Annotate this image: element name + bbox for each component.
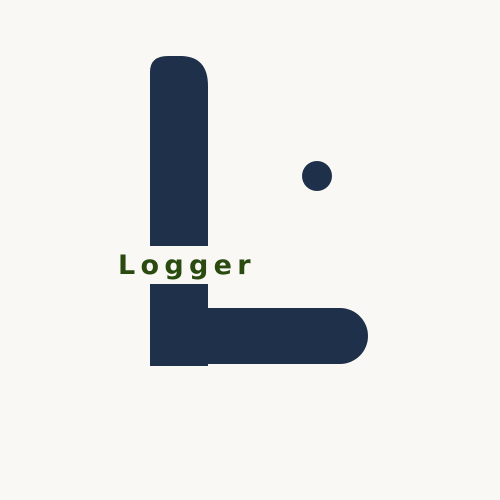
logo-dot-icon	[302, 161, 332, 191]
letter-l-foot	[150, 308, 368, 364]
wordmark-backdrop	[150, 246, 260, 284]
letter-l-stem	[150, 56, 208, 366]
brand-wordmark: Logger	[118, 250, 256, 281]
